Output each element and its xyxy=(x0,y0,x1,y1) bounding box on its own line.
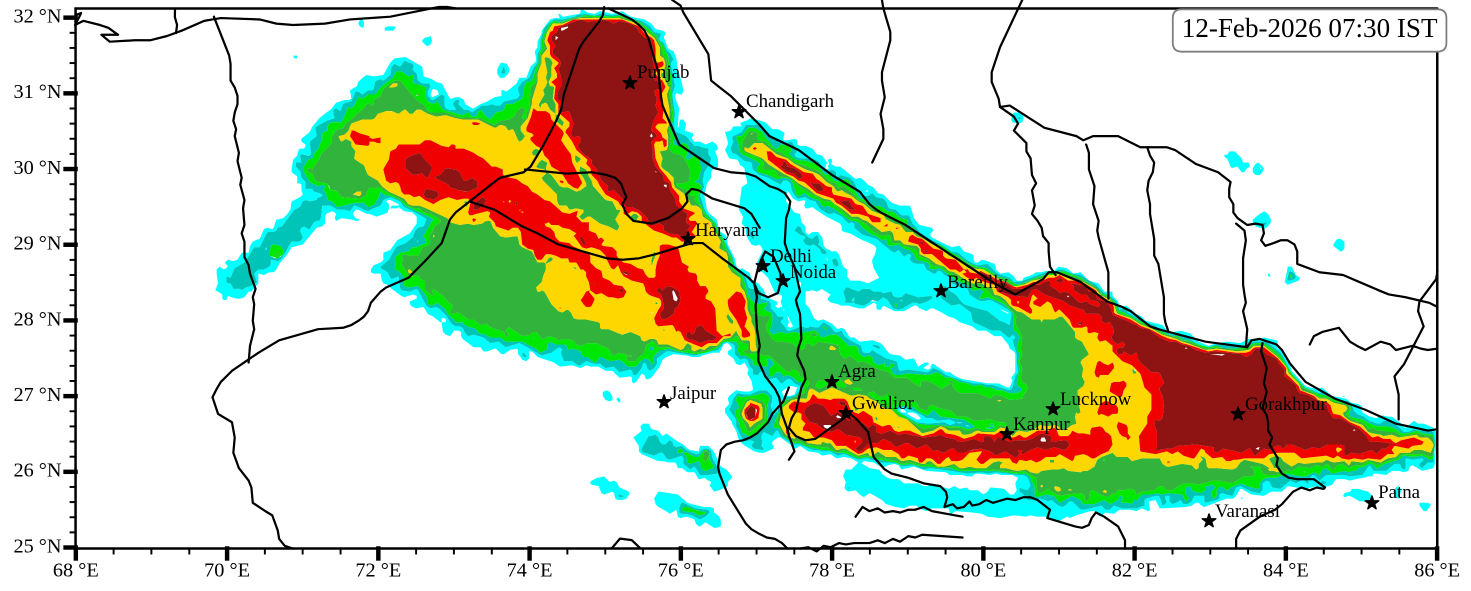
svg-text:Punjab: Punjab xyxy=(637,62,689,83)
svg-text:Delhi: Delhi xyxy=(770,246,812,267)
svg-text:Agra: Agra xyxy=(838,361,876,382)
svg-text:Chandigarh: Chandigarh xyxy=(746,91,835,112)
svg-text:28 °N: 28 °N xyxy=(13,308,61,330)
svg-text:Lucknow: Lucknow xyxy=(1060,389,1132,410)
svg-text:70 °E: 70 °E xyxy=(204,560,250,582)
svg-text:74 °E: 74 °E xyxy=(507,560,553,582)
svg-text:27 °N: 27 °N xyxy=(13,384,61,406)
svg-text:Haryana: Haryana xyxy=(695,220,760,241)
svg-text:86 °E: 86 °E xyxy=(1414,560,1460,582)
svg-text:80 °E: 80 °E xyxy=(960,560,1006,582)
svg-text:29 °N: 29 °N xyxy=(13,233,61,255)
svg-text:30 °N: 30 °N xyxy=(13,157,61,179)
svg-text:32 °N: 32 °N xyxy=(13,6,61,28)
svg-text:Varanasi: Varanasi xyxy=(1215,501,1280,522)
svg-text:72 °E: 72 °E xyxy=(355,560,401,582)
svg-text:Bareilly: Bareilly xyxy=(947,272,1008,293)
svg-text:68 °E: 68 °E xyxy=(53,560,99,582)
svg-text:Kanpur: Kanpur xyxy=(1013,414,1070,435)
svg-text:31 °N: 31 °N xyxy=(13,81,61,103)
svg-text:12-Feb-2026 07:30 IST: 12-Feb-2026 07:30 IST xyxy=(1182,13,1438,43)
svg-text:Patna: Patna xyxy=(1378,482,1421,503)
svg-text:26 °N: 26 °N xyxy=(13,460,61,482)
svg-text:82 °E: 82 °E xyxy=(1112,560,1158,582)
svg-text:Noida: Noida xyxy=(790,262,837,283)
svg-text:78 °E: 78 °E xyxy=(809,560,855,582)
svg-text:76 °E: 76 °E xyxy=(658,560,704,582)
svg-text:84 °E: 84 °E xyxy=(1263,560,1309,582)
svg-text:Gwalior: Gwalior xyxy=(852,393,915,414)
svg-text:Jaipur: Jaipur xyxy=(670,383,717,404)
svg-text:Gorakhpur: Gorakhpur xyxy=(1245,394,1327,415)
svg-text:25 °N: 25 °N xyxy=(13,535,61,557)
